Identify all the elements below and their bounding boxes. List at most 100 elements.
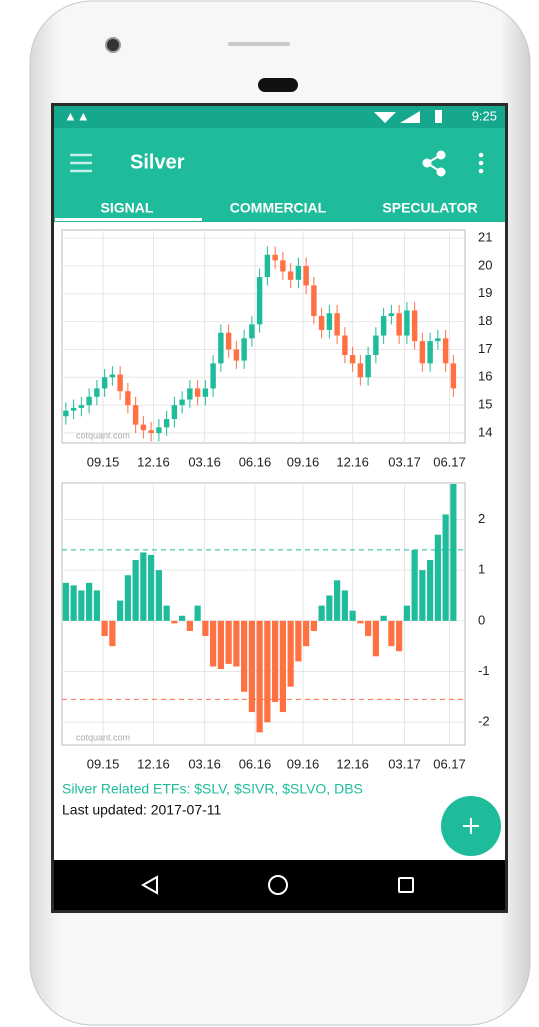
- bar: [187, 621, 193, 631]
- bar: [249, 621, 255, 712]
- candle-body: [358, 363, 363, 377]
- candle-body: [396, 313, 401, 335]
- x-tick-label: 09.15: [87, 454, 120, 469]
- candle-body: [265, 255, 270, 277]
- candle-body: [303, 266, 308, 285]
- candle-body: [71, 408, 76, 411]
- bar: [311, 621, 317, 631]
- notification-icons: ▲▲: [64, 108, 90, 123]
- bar: [342, 590, 348, 620]
- bar: [133, 560, 139, 621]
- y-tick-label: 18: [478, 313, 492, 328]
- candle-body: [164, 419, 169, 427]
- candle-body: [451, 363, 456, 388]
- candle-body: [334, 313, 339, 335]
- candle-body: [102, 377, 107, 388]
- bar: [241, 621, 247, 692]
- y-tick-label: -1: [478, 663, 490, 678]
- bar: [443, 514, 449, 620]
- x-tick-label: 03.16: [188, 756, 221, 771]
- bar: [164, 606, 170, 621]
- bar: [357, 621, 363, 624]
- y-tick-label: -2: [478, 714, 490, 729]
- tab[interactable]: SIGNAL: [101, 200, 154, 216]
- bar: [86, 583, 92, 621]
- x-tick-label: 06.16: [239, 454, 272, 469]
- more-button[interactable]: [479, 153, 484, 174]
- bar: [226, 621, 232, 664]
- candle-body: [187, 388, 192, 399]
- bar: [156, 570, 162, 621]
- bar: [102, 621, 108, 636]
- y-tick-label: 21: [478, 230, 492, 245]
- bar: [218, 621, 224, 669]
- fab-add[interactable]: [441, 796, 501, 856]
- speaker: [228, 42, 290, 46]
- x-tick-label: 09.16: [287, 454, 320, 469]
- candle-body: [133, 405, 138, 424]
- candle-body: [148, 430, 153, 433]
- bar: [148, 555, 154, 621]
- tab[interactable]: COMMERCIAL: [230, 200, 327, 216]
- candle-body: [226, 333, 231, 350]
- x-tick-label: 12.16: [137, 454, 170, 469]
- candle-body: [249, 324, 254, 338]
- y-tick-label: 19: [478, 285, 492, 300]
- y-tick-label: 0: [478, 612, 485, 627]
- bar: [427, 560, 433, 621]
- candle-body: [110, 375, 115, 378]
- camera: [106, 38, 120, 52]
- candle-body: [234, 349, 239, 360]
- candle-body: [63, 411, 68, 417]
- bar: [450, 484, 456, 621]
- bar: [71, 585, 77, 620]
- candle-body: [86, 397, 91, 405]
- nav-bar: [54, 860, 505, 910]
- bar: [334, 580, 340, 621]
- candle-body: [296, 266, 301, 280]
- candle-body: [125, 391, 130, 405]
- y-tick-label: 16: [478, 369, 492, 384]
- bar: [373, 621, 379, 656]
- x-tick-label: 03.17: [388, 454, 421, 469]
- candle-body: [389, 313, 394, 316]
- x-tick-label: 03.17: [388, 756, 421, 771]
- bar: [388, 621, 394, 646]
- candle-body: [311, 285, 316, 316]
- candle-body: [203, 388, 208, 396]
- candle-body: [404, 310, 409, 335]
- y-tick-label: 2: [478, 511, 485, 526]
- bar: [171, 621, 177, 624]
- candle-body: [420, 341, 425, 363]
- candle-body: [443, 338, 448, 363]
- bar: [280, 621, 286, 712]
- candle-body: [365, 355, 370, 377]
- candle-body: [373, 336, 378, 355]
- bar: [326, 596, 332, 621]
- x-tick-label: 12.16: [137, 756, 170, 771]
- candle-body: [156, 427, 161, 433]
- candle-body: [342, 336, 347, 355]
- candle-body: [257, 277, 262, 324]
- tab-indicator: [55, 218, 202, 221]
- candle-body: [412, 310, 417, 341]
- candle-body: [288, 271, 293, 279]
- bar: [140, 552, 146, 620]
- candle-body: [350, 355, 355, 363]
- bar: [109, 621, 115, 646]
- candle-body: [195, 388, 200, 396]
- bar: [272, 621, 278, 702]
- phone-screenshot: ▲▲ 9:25 Silver SIGNAL COMMERCIAL SPECULA…: [0, 0, 539, 1027]
- x-tick-label: 12.16: [336, 454, 369, 469]
- bar: [63, 583, 69, 621]
- updated-text: Last updated: 2017-07-11: [62, 802, 222, 818]
- candle-body: [94, 388, 99, 396]
- bar: [257, 621, 263, 732]
- tab[interactable]: SPECULATOR: [382, 200, 477, 216]
- battery-icon: [435, 110, 442, 123]
- x-tick-label: 03.16: [188, 454, 221, 469]
- x-tick-label: 06.17: [433, 756, 466, 771]
- candle-body: [79, 405, 84, 408]
- bar: [381, 616, 387, 621]
- bar: [179, 616, 185, 621]
